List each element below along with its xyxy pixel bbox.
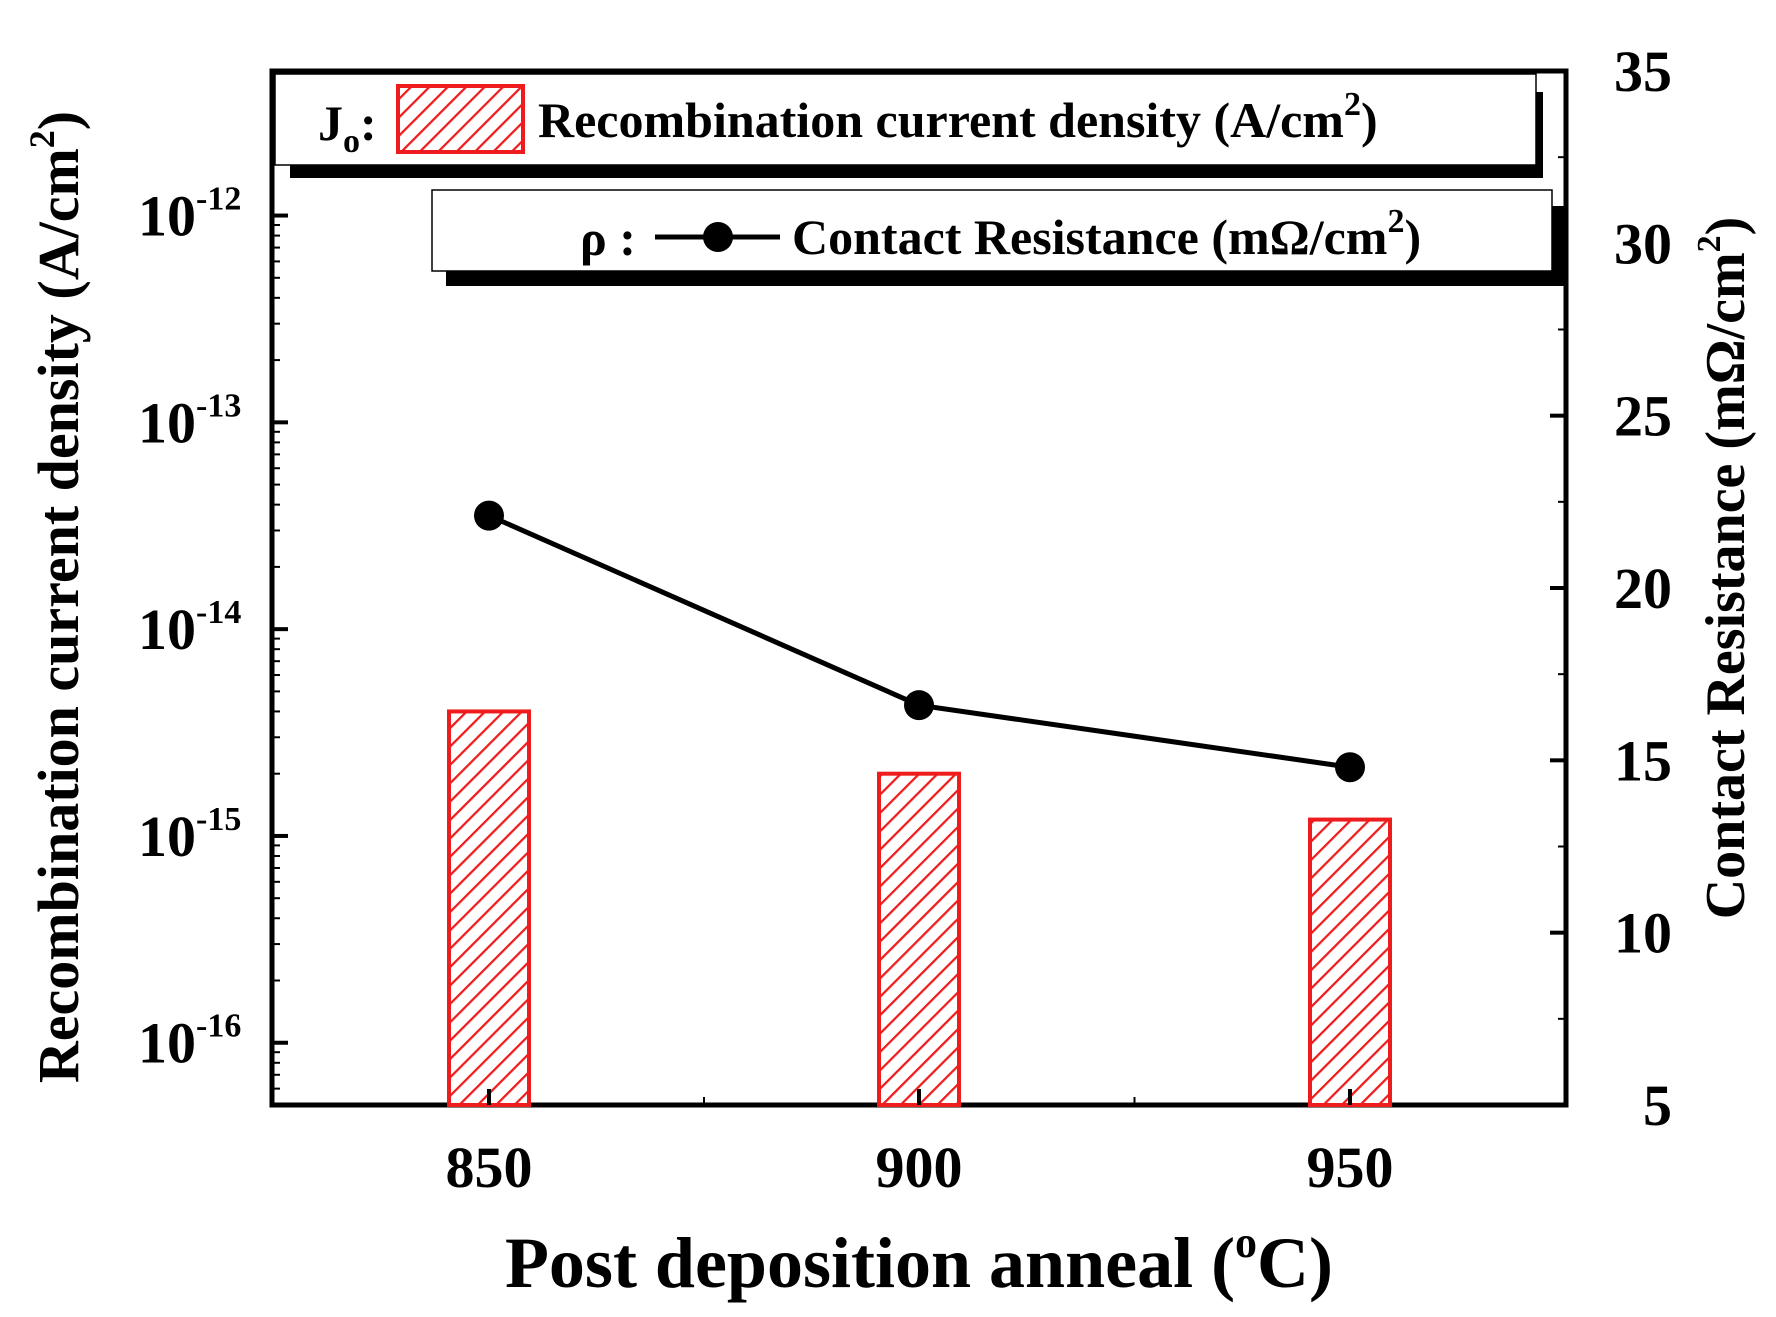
line-series-rho	[474, 500, 1365, 783]
bar-950	[1308, 817, 1392, 1107]
right-tick-label: 30	[1614, 211, 1672, 276]
legend-jo-symbol: Jo:	[318, 95, 377, 160]
right-tick-label: 15	[1614, 728, 1672, 793]
x-axis-title: Post deposition anneal (oC)	[505, 1218, 1333, 1303]
legend-rho: ρ : Contact Resistance (mΩ/cm2)	[431, 189, 1566, 286]
right-tick-label: 5	[1643, 1073, 1672, 1138]
right-tick-label: 10	[1614, 901, 1672, 966]
legend-jo-swatch	[396, 84, 525, 154]
rho-line-path	[487, 513, 1351, 770]
right-tick-label: 20	[1614, 556, 1672, 621]
right-axis-ticks: 5 10 15 20 25 30 35	[1550, 39, 1672, 1138]
right-axis-title: Contact Resistance (mΩ/cm2)	[1691, 217, 1757, 920]
legend-jo: Jo: Recombination current density (A/cm2…	[274, 73, 1543, 178]
right-tick-label: 25	[1614, 384, 1672, 449]
x-tick-label: 950	[1307, 1135, 1394, 1200]
x-axis-ticks: 850 900 950	[446, 71, 1394, 1200]
rho-point-850	[474, 500, 504, 531]
right-tick-label: 35	[1614, 39, 1672, 104]
bar-series-jo	[447, 709, 1392, 1107]
legend-rho-symbol: ρ :	[580, 210, 636, 266]
legend-rho-label: Contact Resistance (mΩ/cm2)	[792, 203, 1421, 265]
legend-rho-box	[431, 189, 1553, 272]
legend-rho-marker	[703, 222, 733, 252]
left-tick-label: 10-15	[138, 801, 241, 869]
rho-point-900	[904, 690, 934, 721]
bar-850	[447, 709, 531, 1107]
x-tick-label: 900	[876, 1135, 963, 1200]
x-tick-label: 850	[446, 1135, 533, 1200]
rho-point-950	[1335, 752, 1365, 783]
legend-jo-label: Recombination current density (A/cm2)	[538, 86, 1378, 148]
left-tick-label: 10-12	[138, 181, 241, 249]
left-axis-title: Recombination current density (A/cm2)	[22, 111, 91, 1083]
left-axis-ticks: 10-16 10-15 10-14 10-13 10-12	[138, 90, 288, 1106]
bar-900	[877, 771, 961, 1107]
left-tick-label: 10-14	[138, 594, 241, 662]
left-tick-label: 10-13	[138, 387, 241, 455]
left-tick-label: 10-16	[138, 1008, 241, 1076]
